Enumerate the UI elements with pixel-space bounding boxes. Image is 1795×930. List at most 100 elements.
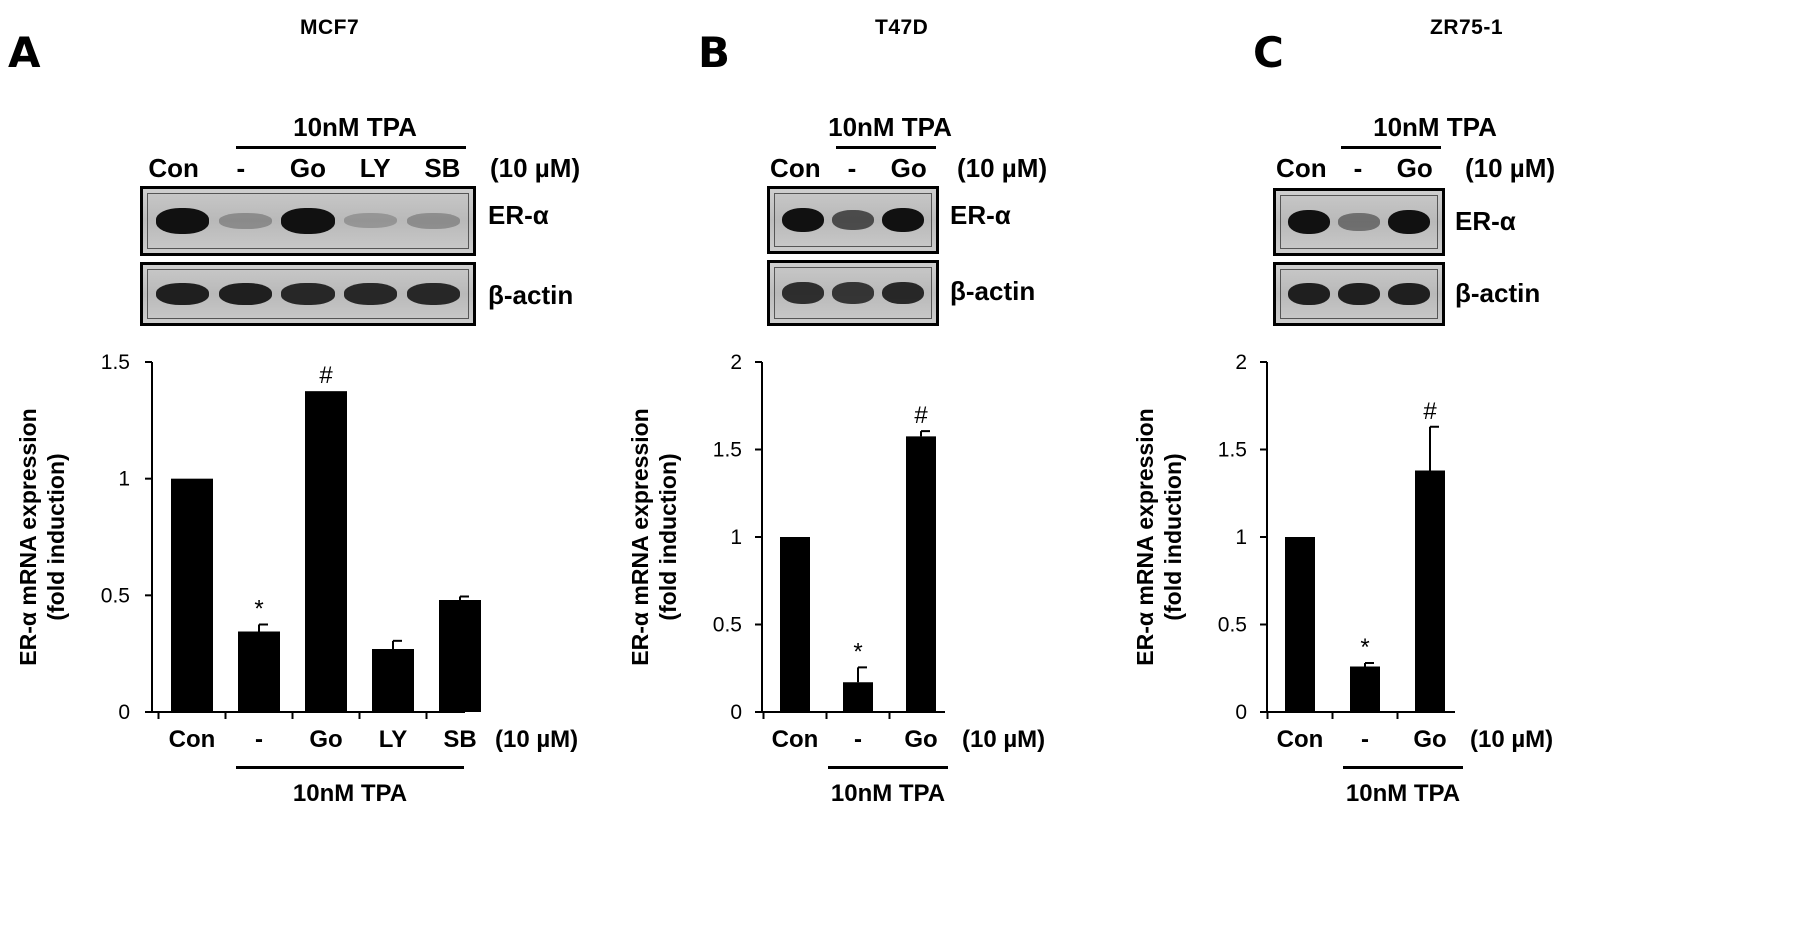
x-category-label: SB	[443, 726, 476, 753]
er-alpha-band	[781, 207, 825, 233]
er-alpha-band	[1387, 209, 1431, 235]
beta-actin-bands	[143, 265, 473, 323]
beta-actin-bands	[770, 263, 936, 323]
bar	[238, 631, 280, 712]
er-alpha-band	[406, 213, 461, 229]
blot-lane-label: LY	[359, 153, 391, 183]
blot-lane-label: -	[1353, 153, 1363, 183]
blot-lane-label: Con	[770, 153, 821, 183]
y-axis-label-line2: (fold induction)	[655, 453, 681, 620]
cell-line-title: T47D	[875, 16, 929, 39]
er-alpha-label: ER-α	[488, 200, 549, 230]
er-alpha-blot	[140, 186, 476, 256]
beta-actin-band	[1387, 282, 1431, 306]
y-tick-label: 0	[1235, 701, 1247, 724]
cell-line-title: ZR75-1	[1430, 16, 1504, 39]
y-tick-label: 1	[1235, 526, 1247, 549]
treatment-bracket-bottom	[236, 766, 464, 769]
treatment-label-bottom: 10nM TPA	[292, 780, 408, 807]
significance-mark: #	[319, 362, 333, 389]
x-category-label: Con	[772, 726, 819, 753]
dose-label: (10 µM)	[1465, 153, 1556, 183]
y-tick-label: 1.5	[101, 351, 130, 374]
bar-chart: 0 0.5 1 1.5 2 Con * - # Go ER-α mRNA expression(fo…	[1132, 351, 1455, 753]
y-axis-label-line1: ER-α mRNA expression	[15, 408, 41, 665]
y-tick-label: 0.5	[713, 614, 742, 637]
treatment-label-bottom: 10nM TPA	[1345, 780, 1461, 807]
treatment-label: 10nM TPA	[1373, 112, 1497, 142]
x-category-label: -	[854, 726, 862, 753]
bar	[1350, 666, 1380, 712]
blot-lane-labels: Con - Go	[767, 153, 937, 183]
blot-lane-label: -	[847, 153, 857, 183]
y-tick-label: 2	[730, 351, 742, 374]
beta-actin-band	[881, 281, 925, 305]
y-tick-label: 0.5	[101, 584, 130, 607]
blot-lane-labels: Con - Go	[1273, 153, 1443, 183]
bar	[1415, 470, 1445, 712]
y-axis-label-line2: (fold induction)	[43, 453, 69, 620]
beta-actin-band	[781, 282, 825, 304]
x-category-label: -	[255, 726, 263, 753]
bar-chart: 0 0.5 1 1.5 Con * - # Go LY SB ER-α mRNA expression…	[15, 351, 481, 753]
er-alpha-bands	[770, 189, 936, 251]
er-alpha-band	[831, 209, 875, 231]
bar	[439, 600, 481, 712]
blot-lane-label: -	[236, 153, 246, 183]
bar	[906, 436, 936, 712]
blot-lane-label: Con	[148, 153, 199, 183]
panel-a: A MCF7 10nM TPA (10 µM) Con - Go LY SB ER-α …	[0, 0, 690, 930]
y-tick-label: 1.5	[713, 439, 742, 462]
dose-label-bottom: (10 µM)	[495, 726, 579, 753]
x-category-label: Go	[1413, 726, 1446, 753]
beta-actin-band	[344, 283, 398, 305]
x-category-label: Con	[169, 726, 216, 753]
dose-label-bottom: (10 µM)	[962, 726, 1046, 753]
treatment-bracket	[836, 146, 936, 149]
dose-label: (10 µM)	[490, 153, 581, 183]
beta-actin-blot	[767, 260, 939, 326]
beta-actin-band	[155, 282, 210, 306]
er-alpha-band	[155, 208, 210, 234]
y-axis-label-line2: (fold induction)	[1160, 453, 1186, 620]
er-alpha-bands	[1276, 191, 1442, 253]
er-alpha-band	[881, 207, 925, 233]
treatment-bracket-bottom	[1343, 766, 1463, 769]
beta-actin-blot	[140, 262, 476, 326]
er-alpha-band	[1337, 213, 1381, 231]
x-category-label: -	[1361, 726, 1369, 753]
y-axis-label: ER-α mRNA expression(fold induction)	[627, 408, 681, 665]
beta-actin-label: β-actin	[488, 280, 574, 310]
blot-lane-label: Go	[289, 153, 327, 183]
bar	[843, 682, 873, 712]
bar	[372, 649, 414, 712]
panel-letter: C	[1253, 28, 1284, 77]
treatment-bracket-bottom	[828, 766, 948, 769]
beta-actin-label: β-actin	[950, 276, 1036, 306]
significance-mark: *	[853, 638, 862, 665]
panel-c: C ZR75-1 10nM TPA (10 µM) Con - Go ER-α β-…	[1132, 0, 1795, 930]
beta-actin-label: β-actin	[1455, 278, 1541, 308]
bar-chart: 0 0.5 1 1.5 2 Con * - # Go ER-α mRNA expression(fo…	[627, 351, 945, 753]
bar	[1285, 537, 1315, 712]
treatment-label-bottom: 10nM TPA	[830, 780, 946, 807]
er-alpha-band	[218, 213, 272, 229]
er-alpha-label: ER-α	[1455, 206, 1516, 236]
y-axis-label-line1: ER-α mRNA expression	[1132, 408, 1158, 665]
er-alpha-blot	[767, 186, 939, 254]
blot-lane-label: Go	[890, 153, 927, 183]
significance-mark: *	[1360, 634, 1369, 661]
y-axis-label: ER-α mRNA expression(fold induction)	[15, 408, 69, 665]
er-alpha-band	[1287, 209, 1331, 235]
y-tick-label: 1	[730, 526, 742, 549]
panel-b: B T47D 10nM TPA (10 µM) Con - Go ER-α β-ac…	[627, 0, 1240, 930]
panel-letter: A	[8, 28, 41, 77]
y-axis-label: ER-α mRNA expression(fold induction)	[1132, 408, 1186, 665]
y-tick-label: 0	[730, 701, 742, 724]
x-category-label: Go	[309, 726, 342, 753]
x-category-label: Go	[904, 726, 937, 753]
bar	[780, 537, 810, 712]
blot-lane-label: Go	[1396, 153, 1433, 183]
significance-mark: *	[254, 596, 263, 623]
y-tick-label: 0	[118, 701, 130, 724]
